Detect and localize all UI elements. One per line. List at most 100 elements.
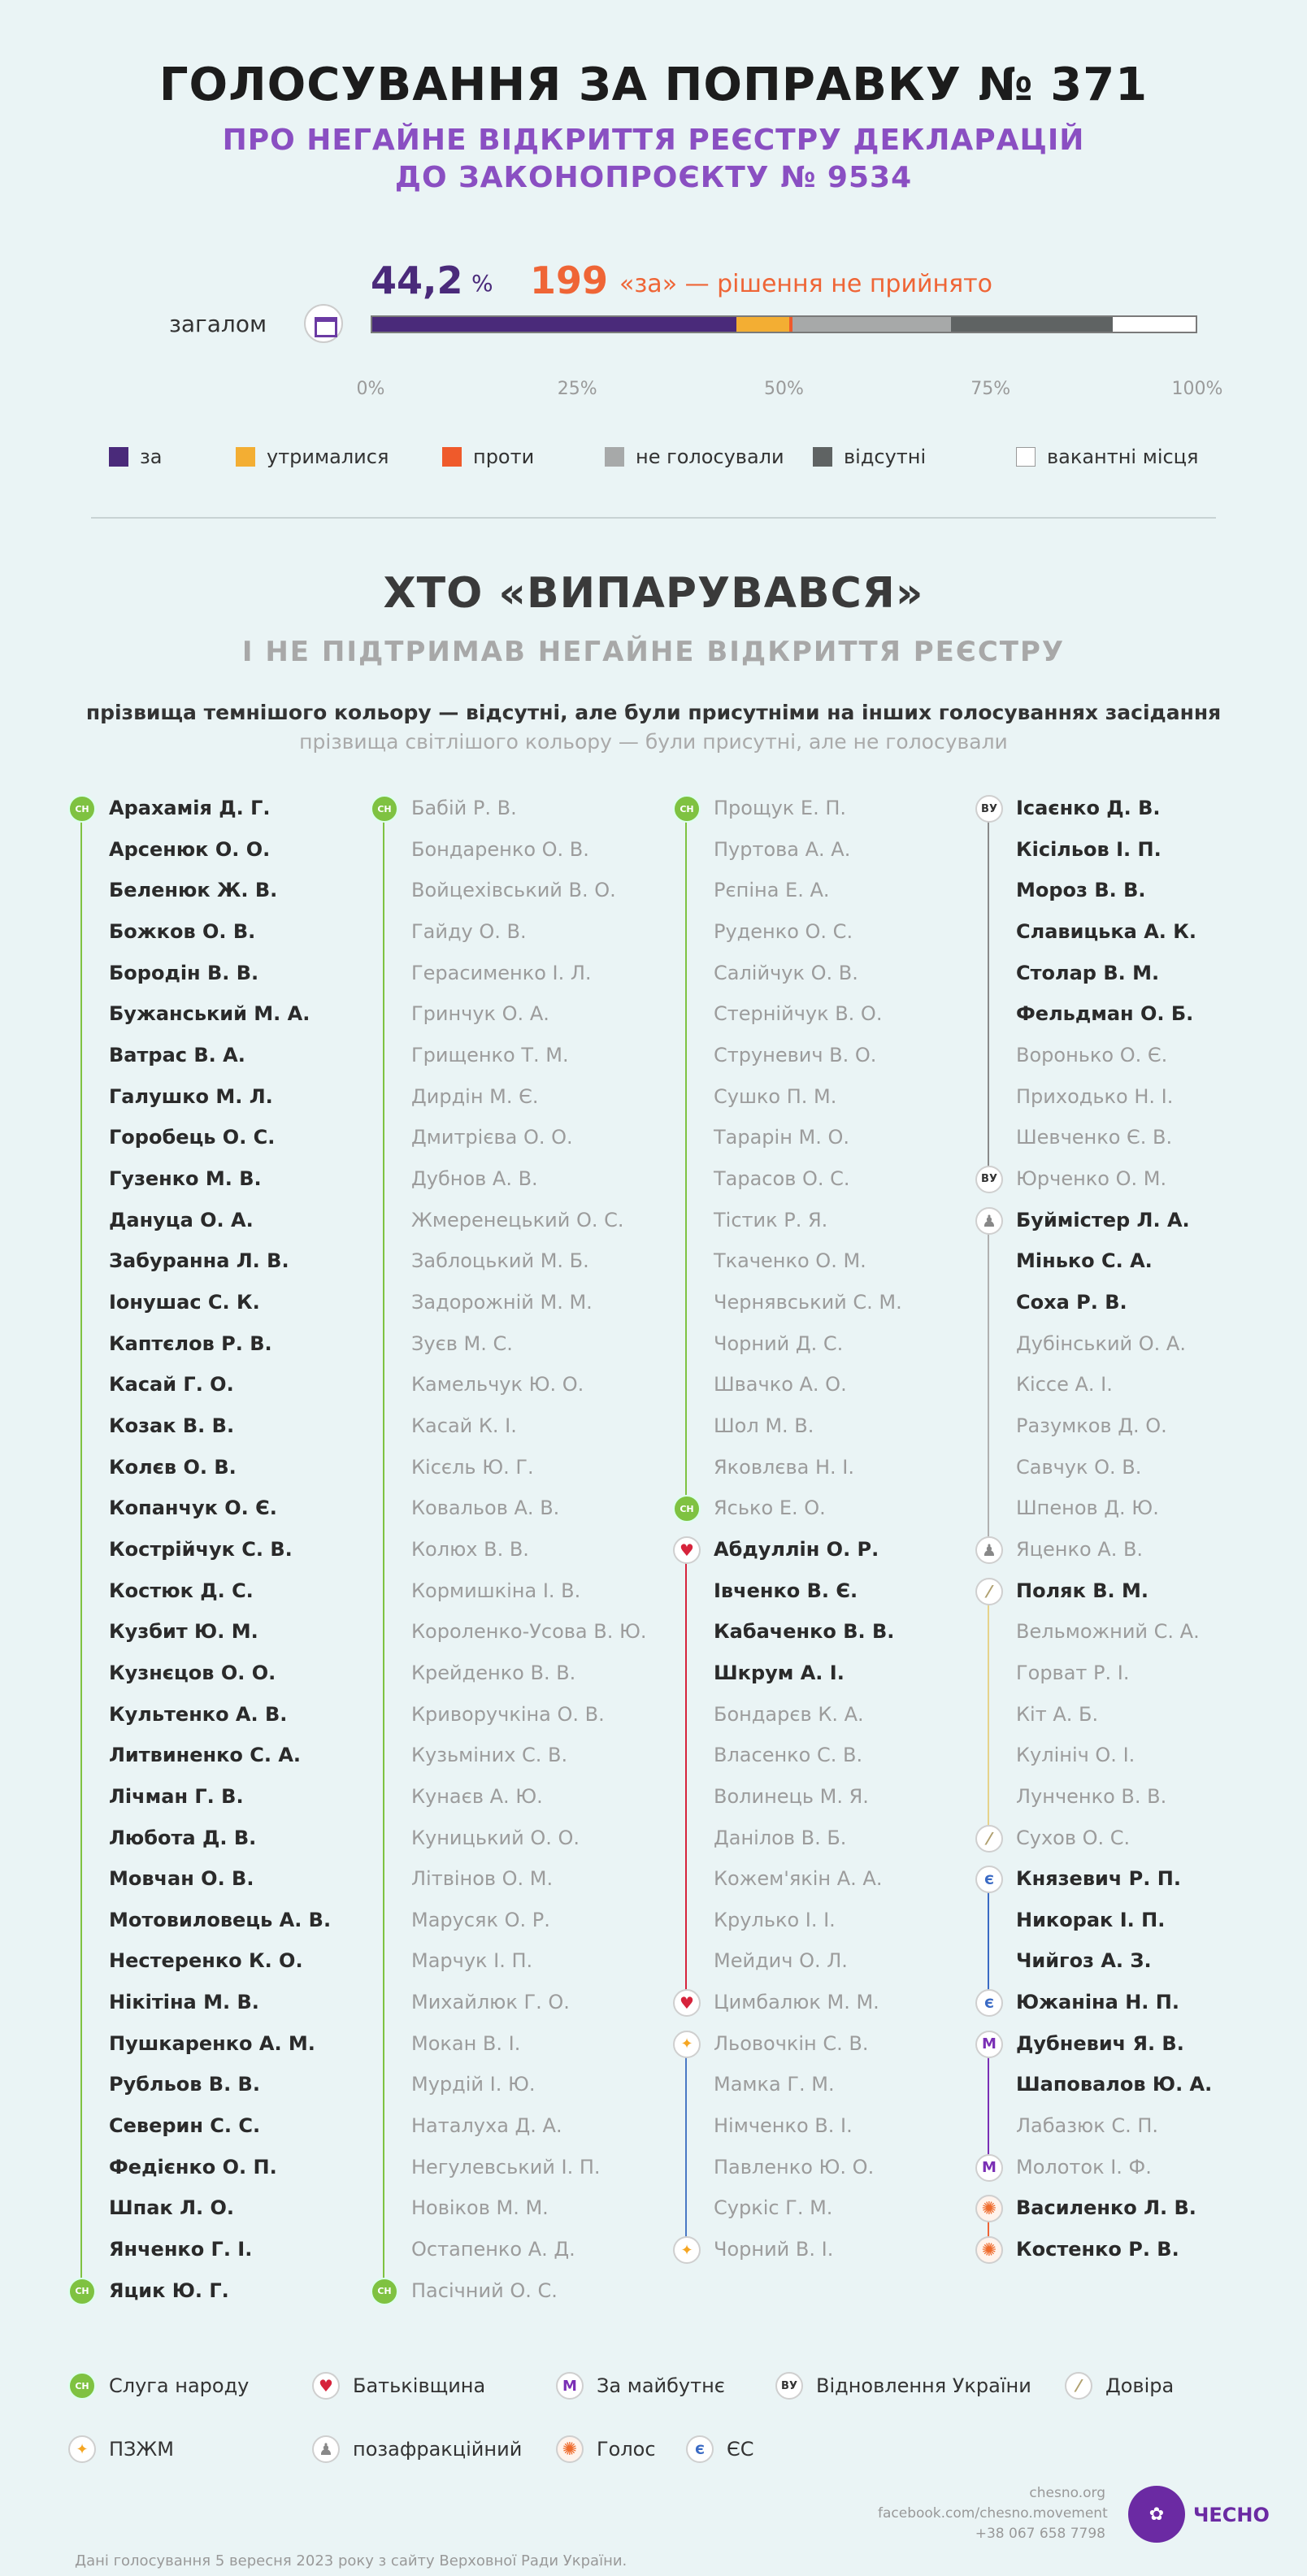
deputy-row: Забуранна Л. В. [68, 1243, 369, 1284]
deputy-name: Божков О. В. [109, 919, 256, 943]
deputy-row: Ватрас В. А. [68, 1037, 369, 1079]
deputy-name: Наталуха Д. А. [411, 2114, 562, 2138]
deputy-row: Дмитрієва О. О. [371, 1119, 671, 1161]
deputy-row: ✦ Льовочкін С. В. [673, 2026, 974, 2067]
deputy-name: Лічман Г. В. [109, 1784, 244, 1808]
deputy-row: ♟ Яценко А. В. [975, 1531, 1276, 1573]
deputy-name: Гринчук О. А. [411, 1002, 549, 1026]
footer-source: Дані голосування 5 вересня 2023 року з с… [75, 2552, 627, 2569]
deputy-row: ⁄ Сухов О. С. [975, 1820, 1276, 1861]
deputy-name: Сухов О. С. [1016, 1826, 1131, 1849]
deputy-name: Фельдман О. Б. [1016, 1002, 1194, 1026]
deputy-row: Костюк Д. С. [68, 1573, 369, 1614]
deputy-row: Кормишкіна І. В. [371, 1573, 671, 1614]
deputy-name: Короленко-Усова В. Ю. [411, 1620, 647, 1644]
deputy-name: Данілов В. Б. [714, 1826, 847, 1849]
legend-item: утрималися [236, 445, 389, 468]
deputy-row: Куницький О. О. [371, 1820, 671, 1861]
deputy-row: Бондарєв К. А. [673, 1696, 974, 1738]
deputy-name: Козак В. В. [109, 1414, 235, 1437]
deputy-name: Льовочкін С. В. [714, 2031, 869, 2055]
deputy-row: Німченко В. І. [673, 2108, 974, 2149]
deputy-row: Лічман Г. В. [68, 1779, 369, 1820]
deputy-name: Молоток І. Ф. [1016, 2155, 1152, 2179]
deputy-name: Гузенко М. В. [109, 1166, 262, 1190]
deputy-name: Негулевський І. П. [411, 2155, 601, 2179]
deputy-name: Вельможний С. А. [1016, 1620, 1200, 1644]
deputy-row: Дирдін М. Є. [371, 1079, 671, 1120]
party-legend-item: ♟ позафракційний [312, 2435, 522, 2463]
deputy-name: Сушко П. М. [714, 1084, 837, 1108]
deputy-row: Шевченко Є. В. [975, 1119, 1276, 1161]
section-title: ХТО «ВИПАРУВАВСЯ» [383, 569, 924, 618]
party-group-line [988, 1220, 989, 1550]
deputy-name: Рубльов В. В. [109, 2073, 260, 2096]
party-dov-icon: ⁄ [975, 1577, 1003, 1605]
deputy-row: Чорний Д. С. [673, 1326, 974, 1367]
bar-row-label: загалом [169, 311, 267, 337]
deputy-name: Пушкаренко А. М. [109, 2031, 315, 2055]
deputy-row: Яковлєва Н. І. [673, 1449, 974, 1491]
deputy-name: Касай К. І. [411, 1414, 517, 1437]
deputy-name: Мейдич О. Л. [714, 1949, 848, 1973]
deputy-name: Шевченко Є. В. [1016, 1126, 1173, 1149]
deputy-name: Абдуллін О. Р. [714, 1537, 879, 1561]
deputy-row: Мокан В. І. [371, 2026, 671, 2067]
party-pzzm-icon: ✦ [673, 2030, 701, 2058]
deputy-row: Пуртова А. А. [673, 832, 974, 873]
x-tick-label: 50% [764, 379, 804, 399]
deputy-name: Кунаєв А. Ю. [411, 1784, 543, 1808]
deputy-row: Мамка Г. М. [673, 2066, 974, 2108]
deputy-name: Новіков М. М. [411, 2196, 549, 2220]
party-legend-label: Відновлення України [816, 2374, 1031, 2397]
party-pzzm-icon: ✦ [68, 2435, 96, 2463]
bar-segment-4 [951, 317, 1113, 332]
deputy-name: Воронько О. Є. [1016, 1043, 1168, 1066]
legend-item: вакантні місця [1016, 445, 1198, 468]
party-legend-item: СН Слуга народу [68, 2372, 249, 2400]
party-legend-item: ⁄ Довіра [1065, 2372, 1174, 2400]
deputy-name: Дануца О. А. [109, 1208, 254, 1232]
footer-site[interactable]: chesno.org [1029, 2485, 1105, 2501]
deputy-name: Лунченко В. В. [1016, 1784, 1167, 1808]
party-dov-icon: ⁄ [1065, 2372, 1092, 2400]
bar-segment-3 [792, 317, 952, 332]
deputy-row: Гринчук О. А. [371, 996, 671, 1037]
deputy-row: Копанчук О. Є. [68, 1490, 369, 1531]
deputy-row: Федієнко О. П. [68, 2149, 369, 2191]
deputy-row: ✦ Чорний В. І. [673, 2231, 974, 2273]
legend-swatch [605, 447, 624, 467]
deputy-row: Криворучкіна О. В. [371, 1696, 671, 1738]
legend-label: вакантні місця [1047, 445, 1199, 468]
deputy-row: ♟ Буймістер Л. А. [975, 1202, 1276, 1244]
deputy-row: Марусяк О. Р. [371, 1902, 671, 1944]
party-legend-item: ♥ Батьківщина [312, 2372, 485, 2400]
deputy-name: Славицька А. К. [1016, 919, 1196, 943]
party-legend-label: За майбутнє [597, 2374, 725, 2397]
party-es-icon: Є [686, 2435, 714, 2463]
deputy-name: Литвиненко С. А. [109, 1744, 302, 1767]
footer-facebook[interactable]: facebook.com/chesno.movement [878, 2505, 1108, 2522]
deputy-row: Шаповалов Ю. А. [975, 2066, 1276, 2108]
party-sn-icon: СН [673, 1495, 701, 1523]
deputy-name: Зуєв М. С. [411, 1331, 513, 1355]
deputy-name: Бородін В. В. [109, 961, 259, 984]
party-vu-icon: ВУ [975, 1165, 1003, 1193]
deputy-name: Разумков Д. О. [1016, 1414, 1167, 1437]
deputy-row: Кіссе А. І. [975, 1366, 1276, 1408]
deputy-row: ♥ Цимбалюк М. М. [673, 1984, 974, 2026]
deputy-row: Мейдич О. Л. [673, 1943, 974, 1984]
deputy-row: Янченко Г. І. [68, 2231, 369, 2273]
bar-segment-0 [372, 317, 736, 332]
deputy-row: Горобець О. С. [68, 1119, 369, 1161]
deputy-row: Струневич В. О. [673, 1037, 974, 1079]
party-group-line [988, 809, 989, 1179]
party-legend-label: Батьківщина [353, 2374, 486, 2397]
deputy-row: Камельчук Ю. О. [371, 1366, 671, 1408]
deputy-row: Литвиненко С. А. [68, 1737, 369, 1779]
deputy-name: Лабазюк С. П. [1016, 2114, 1159, 2138]
deputy-row: Никорак І. П. [975, 1902, 1276, 1944]
deputy-name: Ткаченко О. М. [714, 1249, 866, 1273]
deputy-name: Яцик Ю. Г. [109, 2278, 229, 2302]
deputy-name: Соха Р. В. [1016, 1290, 1127, 1314]
